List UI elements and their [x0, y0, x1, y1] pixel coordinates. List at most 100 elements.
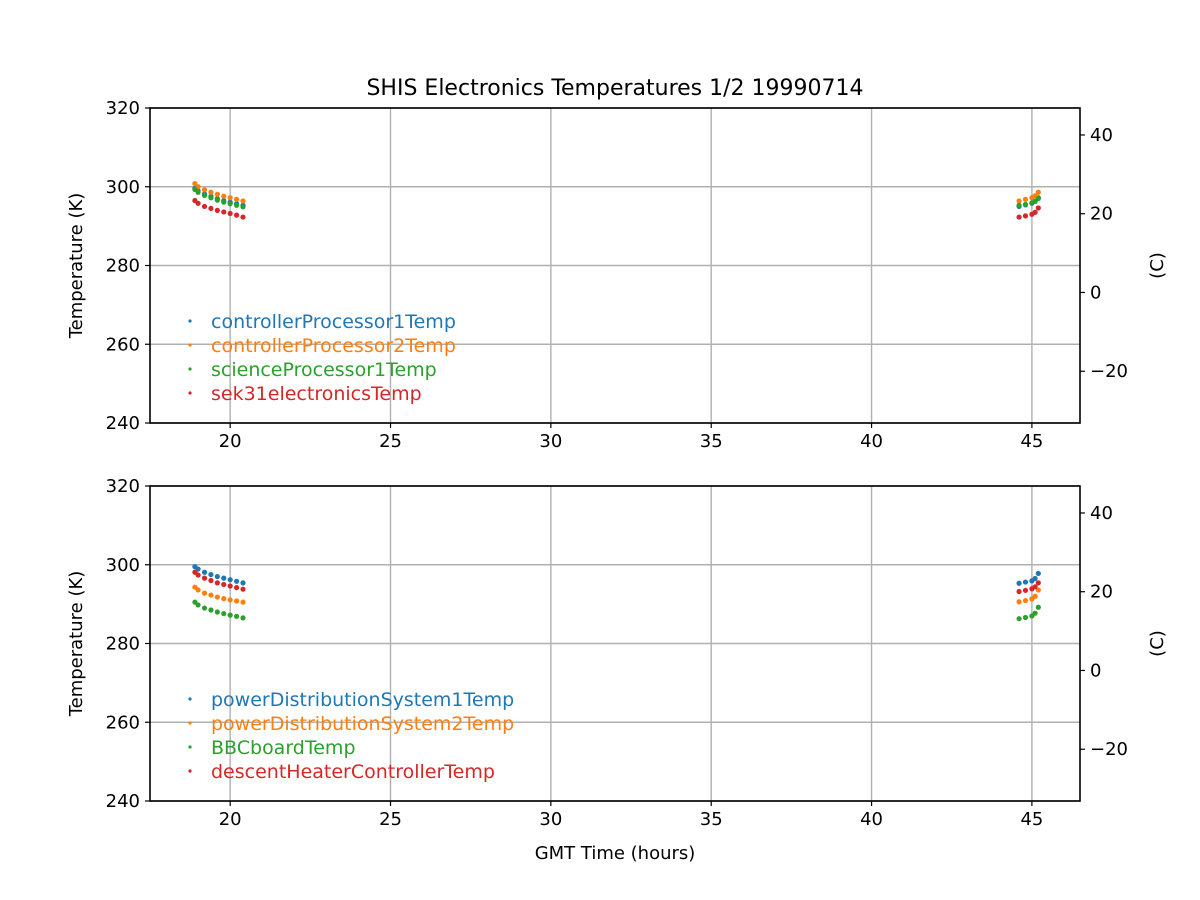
series-powerDistributionSystem1Temp	[192, 564, 1041, 586]
x-axis-label: GMT Time (hours)	[535, 843, 696, 864]
chart-panel-bottom: 20 25 30 35 40 45 240 260 280 300 320 −20 0 20 40 Tempe…	[66, 476, 1168, 864]
series-BBCboardTemp	[192, 599, 1041, 622]
y-axis-label: Temperature (K)	[66, 571, 87, 718]
data-point	[1035, 205, 1041, 211]
data-point	[1035, 189, 1041, 195]
chart-panel-top: 20 25 30 35 40 45 240 260 280 300 320 −20 0 20 40 Tempe…	[66, 98, 1168, 452]
y2-tick-label: 0	[1090, 660, 1101, 681]
data-point	[1016, 214, 1022, 220]
y2-tick-label: −20	[1090, 361, 1128, 382]
x-tick-label: 25	[379, 431, 402, 452]
x-tick-label: 25	[379, 809, 402, 830]
data-point	[1035, 587, 1041, 593]
data-point	[208, 205, 214, 212]
data-point	[201, 192, 208, 199]
data-point	[208, 592, 214, 598]
y-tick-label: 300	[106, 177, 140, 198]
data-point	[201, 569, 208, 575]
legend-marker	[188, 391, 192, 395]
data-point	[1016, 616, 1022, 622]
data-point	[201, 605, 208, 611]
data-point	[227, 577, 233, 583]
data-point	[240, 586, 246, 592]
data-point	[240, 580, 246, 586]
y2-tick-label: 40	[1090, 503, 1113, 524]
data-point	[1016, 202, 1022, 208]
data-point	[195, 200, 201, 206]
x-tick-label: 40	[860, 431, 883, 452]
legend-label: controllerProcessor1Temp	[211, 311, 456, 333]
y-axis-label: Temperature (K)	[66, 193, 87, 340]
data-point	[1032, 575, 1038, 582]
data-point	[1035, 604, 1041, 610]
data-point	[233, 578, 240, 584]
x-tick-label: 35	[700, 431, 723, 452]
y-tick-label: 280	[106, 634, 140, 655]
data-point	[208, 195, 214, 201]
data-point	[214, 580, 220, 586]
data-point	[221, 209, 227, 215]
data-point	[240, 198, 246, 204]
series-scienceProcessor1Temp	[192, 186, 1041, 210]
data-point	[1032, 209, 1038, 215]
data-point	[195, 566, 201, 572]
data-point	[1022, 587, 1029, 593]
data-point	[221, 610, 227, 617]
data-point	[227, 195, 233, 201]
legend-label: sek31electronicsTemp	[211, 383, 422, 405]
data-point	[195, 587, 201, 593]
data-point	[227, 201, 233, 207]
data-point	[214, 207, 220, 213]
x-tick-label: 30	[539, 809, 562, 830]
x-tick-label: 20	[219, 431, 242, 452]
data-point	[201, 203, 208, 210]
y2-axis-label: (C)	[1147, 630, 1168, 657]
y-tick-label: 300	[106, 555, 140, 576]
legend-marker	[188, 697, 192, 701]
x-tick-label: 45	[1020, 431, 1043, 452]
data-point	[1032, 593, 1038, 599]
data-point	[1032, 610, 1038, 616]
y2-tick-label: 20	[1090, 204, 1113, 225]
data-point	[233, 202, 240, 208]
legend-label: descentHeaterControllerTemp	[211, 761, 495, 783]
data-point	[208, 607, 214, 613]
data-point	[1016, 599, 1022, 605]
legend-label: powerDistributionSystem1Temp	[211, 689, 514, 711]
series-sek31electronicsTemp	[192, 197, 1041, 220]
data-point	[192, 181, 198, 187]
data-point	[1035, 580, 1041, 586]
data-point	[1022, 579, 1029, 585]
legend-marker	[188, 769, 192, 773]
data-point	[227, 612, 233, 618]
data-point	[1022, 213, 1029, 219]
series-descentHeaterControllerTemp	[192, 569, 1041, 595]
data-point	[240, 615, 246, 621]
y-tick-label: 260	[106, 334, 140, 355]
data-point	[1022, 597, 1029, 604]
legend-marker	[188, 367, 192, 371]
data-point	[208, 571, 214, 578]
y-tick-label: 240	[106, 413, 140, 434]
x-tick-label: 45	[1020, 809, 1043, 830]
data-point	[240, 214, 246, 220]
data-point	[240, 204, 246, 210]
series-controllerProcessor2Temp	[192, 181, 1041, 204]
data-point	[1016, 580, 1022, 586]
data-point	[233, 584, 240, 591]
data-point	[195, 602, 201, 608]
data-point	[1016, 588, 1022, 595]
data-point	[201, 590, 208, 596]
data-point	[1016, 198, 1022, 204]
data-point	[1022, 614, 1029, 621]
legend-label: controllerProcessor2Temp	[211, 335, 456, 357]
data-point	[201, 187, 208, 193]
data-point	[1032, 584, 1038, 590]
data-point	[221, 199, 227, 205]
legend-marker	[188, 745, 192, 749]
y-tick-label: 240	[106, 791, 140, 812]
data-point	[1022, 201, 1029, 208]
y2-tick-label: 40	[1090, 125, 1113, 146]
